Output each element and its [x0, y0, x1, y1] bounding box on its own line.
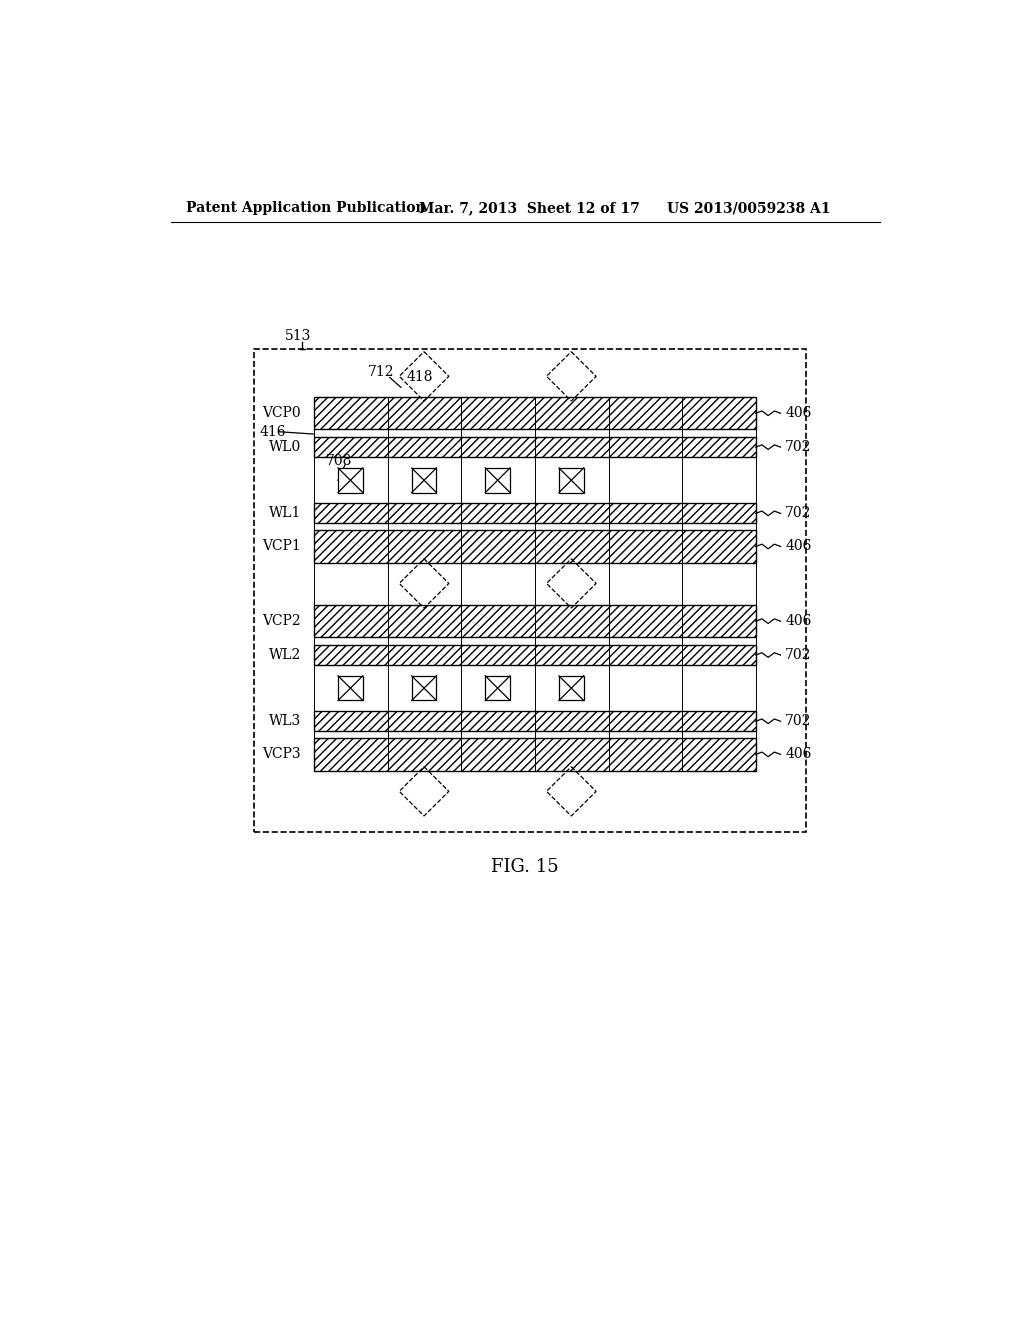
Bar [314, 503, 388, 524]
Bar [461, 738, 535, 771]
Bar [314, 531, 756, 562]
Text: VCP0: VCP0 [262, 407, 301, 420]
Bar [682, 531, 756, 562]
Bar [682, 645, 756, 665]
Bar [314, 437, 756, 457]
Bar [388, 738, 461, 771]
Bar [314, 397, 388, 429]
Bar [608, 605, 682, 638]
Bar [314, 503, 756, 524]
Text: WL0: WL0 [268, 440, 301, 454]
Text: 418: 418 [407, 370, 433, 384]
Bar [314, 645, 388, 665]
Bar [314, 738, 756, 771]
Bar [314, 605, 388, 638]
Text: VCP2: VCP2 [262, 614, 301, 628]
Text: VCP3: VCP3 [262, 747, 301, 762]
Bar [608, 397, 682, 429]
Bar [485, 469, 510, 492]
Bar [461, 605, 535, 638]
Text: 702: 702 [785, 648, 812, 663]
Text: WL3: WL3 [268, 714, 301, 729]
Bar [388, 437, 461, 457]
Bar [535, 437, 608, 457]
Bar [388, 397, 461, 429]
Bar [682, 503, 756, 524]
Bar [559, 676, 584, 701]
Bar [682, 605, 756, 638]
Bar [608, 711, 682, 731]
Bar [535, 503, 608, 524]
Text: 708: 708 [326, 454, 352, 469]
Text: 702: 702 [785, 440, 812, 454]
Bar [314, 738, 388, 771]
Bar [338, 469, 362, 492]
Bar [682, 397, 756, 429]
Bar [254, 350, 806, 832]
Bar [388, 503, 461, 524]
Bar [535, 711, 608, 731]
Bar [388, 711, 461, 731]
Text: WL1: WL1 [268, 507, 301, 520]
Text: Mar. 7, 2013  Sheet 12 of 17: Mar. 7, 2013 Sheet 12 of 17 [419, 202, 639, 215]
Bar [388, 605, 461, 638]
Bar [535, 397, 608, 429]
Bar [682, 738, 756, 771]
Text: 406: 406 [785, 747, 812, 762]
Text: 513: 513 [286, 329, 311, 342]
Bar [412, 469, 436, 492]
Bar [314, 531, 388, 562]
Bar [338, 676, 362, 701]
Text: 712: 712 [369, 366, 394, 379]
Bar [461, 531, 535, 562]
Bar [314, 711, 756, 731]
Text: 406: 406 [785, 614, 812, 628]
Bar [608, 645, 682, 665]
Bar [682, 437, 756, 457]
Text: FIG. 15: FIG. 15 [490, 858, 559, 875]
Bar [314, 397, 756, 429]
Bar [461, 503, 535, 524]
Bar [608, 738, 682, 771]
Bar [461, 711, 535, 731]
Bar [461, 645, 535, 665]
Text: 406: 406 [785, 540, 812, 553]
Bar [485, 676, 510, 701]
Bar [461, 397, 535, 429]
Bar [608, 503, 682, 524]
Bar [535, 738, 608, 771]
Bar [412, 676, 436, 701]
Text: 416: 416 [260, 425, 287, 438]
Bar [388, 645, 461, 665]
Bar [314, 605, 756, 638]
Bar [314, 645, 756, 665]
Bar [461, 437, 535, 457]
Bar [314, 437, 388, 457]
Bar [682, 711, 756, 731]
Text: 702: 702 [785, 507, 812, 520]
Text: US 2013/0059238 A1: US 2013/0059238 A1 [667, 202, 830, 215]
Text: WL2: WL2 [268, 648, 301, 663]
Bar [388, 531, 461, 562]
Bar [559, 469, 584, 492]
Bar [314, 711, 388, 731]
Text: VCP1: VCP1 [262, 540, 301, 553]
Bar [608, 531, 682, 562]
Bar [608, 437, 682, 457]
Text: 702: 702 [785, 714, 812, 729]
Bar [535, 531, 608, 562]
Bar [535, 645, 608, 665]
Text: 406: 406 [785, 407, 812, 420]
Text: Patent Application Publication: Patent Application Publication [186, 202, 426, 215]
Bar [535, 605, 608, 638]
